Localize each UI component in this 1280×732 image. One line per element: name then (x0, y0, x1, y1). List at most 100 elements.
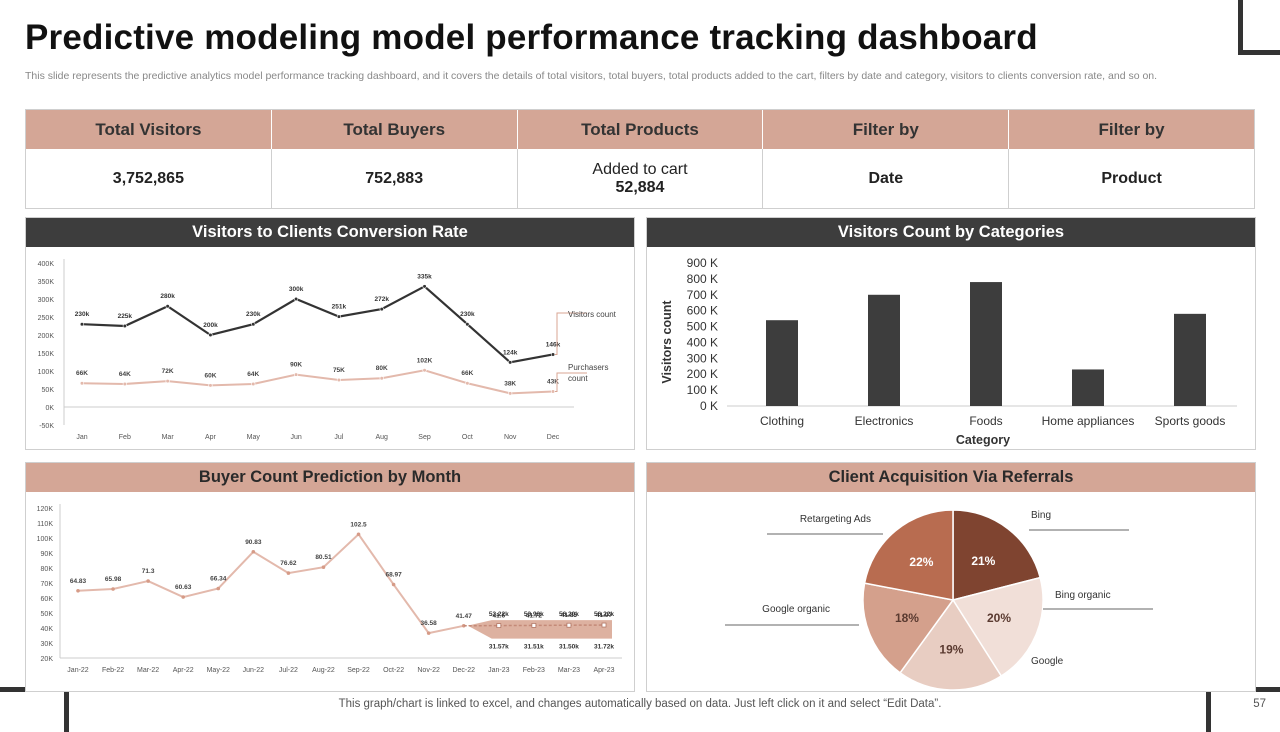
kpi-products-value: 52,884 (615, 178, 665, 196)
data-point (465, 322, 470, 327)
x-tick-label: Apr-22 (173, 667, 194, 674)
data-label: 38K (504, 380, 516, 387)
x-tick-label: Feb-23 (523, 667, 545, 674)
actual-data-point (181, 595, 185, 599)
data-label: 280k (160, 293, 175, 300)
corner-bracket-top-right (1238, 0, 1280, 55)
data-point (550, 352, 556, 357)
x-tick-label: Foods (969, 414, 1002, 428)
kpi-products-label: Added to cart (592, 160, 688, 178)
y-tick-label: 400 K (687, 335, 718, 349)
data-label: 251k (332, 304, 347, 311)
data-point (251, 381, 256, 387)
y-tick-label: 250K (38, 315, 55, 322)
data-label: 60K (204, 372, 216, 379)
x-tick-label: Mar-22 (137, 667, 159, 674)
data-point (293, 372, 299, 377)
data-point (251, 322, 256, 327)
bar-sports-goods (1174, 313, 1206, 406)
pie-slice-google-organic (862, 582, 955, 674)
filter-date-button[interactable]: Date (763, 149, 1010, 208)
y-tick-label: 90K (41, 551, 54, 558)
y-tick-label: 100 K (687, 383, 718, 397)
data-point (293, 296, 299, 302)
bar-clothing (766, 320, 798, 406)
actual-data-label: 90.83 (245, 539, 262, 546)
data-label: 230k (460, 311, 475, 318)
data-label: 43K (547, 379, 559, 386)
pie-percent-label: 18% (895, 611, 919, 625)
category-panel: Visitors Count by Categories 900 K 800 K 7… (646, 217, 1256, 450)
forecast-confidence-band (467, 620, 612, 639)
x-tick-label: May (247, 434, 261, 441)
pie-legend-label: Google organic (762, 604, 830, 615)
y-tick-label: 900 K (687, 256, 718, 270)
y-tick-label: 350K (38, 279, 55, 286)
actual-data-label: 65.98 (105, 576, 122, 583)
y-tick-label: 100K (38, 369, 55, 376)
y-tick-label: 700 K (687, 288, 718, 302)
referrals-pie-chart[interactable]: 21% 20% 19% 18% 22% Bing Bing organic Google Goo… (647, 492, 1255, 691)
kpi-header-filter-product[interactable]: Filter by (1098, 119, 1165, 139)
footer-note: This graph/chart is linked to excel, and… (338, 698, 942, 710)
actual-data-label: 64.83 (70, 578, 87, 585)
y-tick-label: 300K (38, 297, 55, 304)
x-tick-label: Mar (162, 434, 175, 441)
buyer-prediction-chart[interactable]: 120K 110K 100K 90K 80K 70K 60K 50K 40K 30K 20K Jan-… (26, 492, 634, 691)
data-point (165, 304, 170, 309)
data-point (379, 376, 384, 381)
y-tick-label: 300 K (687, 351, 718, 365)
kpi-header-filter-date[interactable]: Filter by (763, 110, 1010, 149)
x-tick-label: May-22 (207, 667, 230, 674)
data-point (122, 323, 127, 329)
actual-data-label: 36.58 (421, 620, 438, 627)
actual-buyer-line (77, 532, 464, 635)
x-tick-label: Clothing (760, 414, 804, 428)
y-tick-label: 0 K (700, 399, 718, 413)
x-tick-label: Oct-22 (383, 667, 404, 674)
data-point (122, 381, 127, 387)
category-title: Visitors Count by Categories (647, 218, 1255, 247)
x-tick-label: Aug (375, 434, 388, 441)
actual-data-point (146, 579, 150, 583)
y-tick-label: 600 K (687, 304, 718, 318)
data-point (422, 368, 427, 373)
pie-slice-bing-organic (951, 576, 1044, 678)
data-point (422, 284, 427, 289)
forecast-data-label: 41.97 (596, 612, 613, 619)
kpi-total-products-cell: Added to cart 52,884 (518, 149, 764, 208)
x-tick-label: Sports goods (1155, 414, 1226, 428)
pie-percent-label: 21% (971, 554, 995, 568)
x-tick-label: Jun-22 (243, 667, 265, 674)
y-tick-label: 0K (45, 405, 54, 412)
y-tick-label: 400K (38, 261, 55, 268)
data-label: 200k (203, 322, 218, 329)
data-label: 230k (246, 311, 261, 318)
x-tick-label: Home appliances (1042, 414, 1135, 428)
pie-percent-label: 19% (939, 642, 963, 656)
y-tick-label: 50K (41, 611, 54, 618)
kpi-total-buyers-value: 752,883 (272, 149, 518, 208)
kpi-header-total-buyers: Total Buyers (272, 110, 518, 149)
x-tick-label: Sep (418, 434, 431, 441)
referrals-title: Client Acquisition Via Referrals (647, 463, 1255, 492)
upper-bound-label: 53.93k (524, 611, 544, 618)
data-label: 225k (118, 313, 133, 320)
forecast-data-point (531, 623, 537, 628)
data-label: 102K (417, 357, 433, 364)
actual-data-point (216, 586, 221, 591)
y-tick-label: 70K (41, 581, 54, 588)
actual-data-point (391, 582, 396, 587)
data-label: 335k (417, 273, 432, 280)
referrals-panel: Client Acquisition Via Referrals 21% 20% 1… (646, 462, 1256, 692)
x-tick-label: Mar-23 (558, 667, 580, 674)
x-tick-label: Sep-22 (347, 667, 370, 674)
y-tick-label: 50K (42, 387, 55, 394)
filter-product-button[interactable]: Product (1101, 169, 1162, 187)
conversion-rate-chart[interactable]: 400K 350K 300K 250K 200K 150K 100K 50K 0K -50K Jan… (26, 247, 634, 449)
lower-bound-label: 31.50k (559, 644, 579, 651)
forecast-data-label: 41.85 (561, 612, 578, 619)
pie-legend-label: Retargeting Ads (800, 514, 871, 525)
x-tick-label: Jul (334, 434, 343, 441)
